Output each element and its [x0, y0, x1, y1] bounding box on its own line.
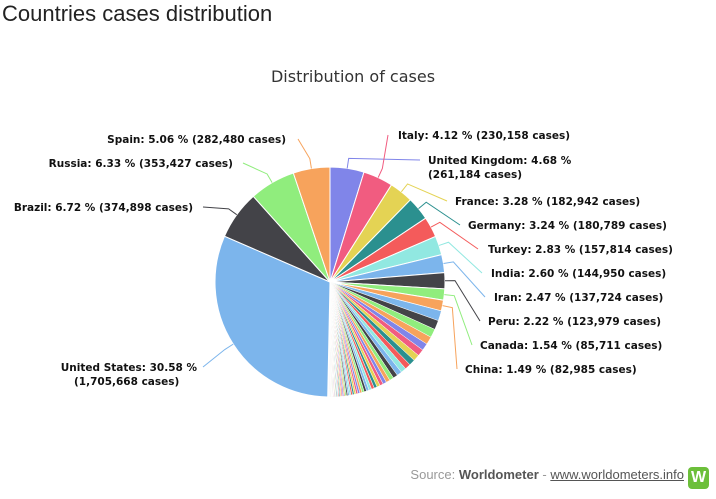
source-link[interactable]: www.worldometers.info [550, 467, 684, 482]
connector-united-kingdom [346, 157, 421, 169]
pie-slices [214, 166, 446, 398]
connector-united-states [202, 343, 234, 368]
data-label-spain: Spain: 5.06 % (282,480 cases) [107, 134, 286, 146]
connector-peru [444, 280, 481, 322]
connector-germany [418, 201, 461, 226]
data-label-canada: Canada: 1.54 % (85,711 cases) [480, 340, 662, 352]
connector-italy [377, 134, 389, 178]
source-name: Worldometer [458, 467, 539, 482]
data-label-france: France: 3.28 % (182,942 cases) [455, 196, 640, 208]
connector-spain [297, 138, 312, 169]
data-label-russia: Russia: 6.33 % (353,427 cases) [49, 158, 233, 170]
data-label-peru: Peru: 2.22 % (123,979 cases) [488, 316, 661, 328]
connector-canada [444, 294, 473, 346]
connector-france [400, 183, 448, 202]
page-title: Countries cases distribution [2, 1, 273, 26]
chart-title: Distribution of cases [271, 67, 435, 86]
worldometer-logo-icon: W [688, 467, 709, 489]
data-label-brazil: Brazil: 6.72 % (374,898 cases) [14, 202, 193, 214]
pie-slice-united-states[interactable] [214, 235, 331, 398]
data-label-india: India: 2.60 % (144,950 cases) [491, 268, 666, 280]
pie-slice-spain[interactable] [292, 166, 331, 283]
data-label-iran: Iran: 2.47 % (137,724 cases) [494, 292, 663, 304]
connector-iran [443, 261, 486, 298]
label-connectors [202, 134, 486, 370]
data-labels: United States: 30.58 % (1,705,668 cases) B… [14, 130, 673, 388]
connector-china [442, 305, 458, 370]
source-credit: Source: Worldometer - www.worldometers.i… [410, 467, 684, 482]
source-separator: - [538, 467, 551, 482]
data-label-italy: Italy: 4.12 % (230,158 cases) [398, 130, 570, 142]
data-label-germany: Germany: 3.24 % (180,789 cases) [468, 220, 667, 232]
data-label-china: China: 1.49 % (82,985 cases) [465, 364, 637, 376]
data-label-united-kingdom: United Kingdom: 4.68 % (261,184 cases) [428, 155, 572, 181]
data-label-turkey: Turkey: 2.83 % (157,814 cases) [488, 244, 673, 256]
source-prefix: Source: [410, 467, 459, 482]
data-label-united-states: United States: 30.58 % (1,705,668 cases) [61, 362, 198, 388]
connector-brazil [202, 206, 238, 216]
connector-russia [242, 162, 273, 183]
connector-turkey [430, 221, 479, 250]
connector-india [438, 241, 483, 274]
